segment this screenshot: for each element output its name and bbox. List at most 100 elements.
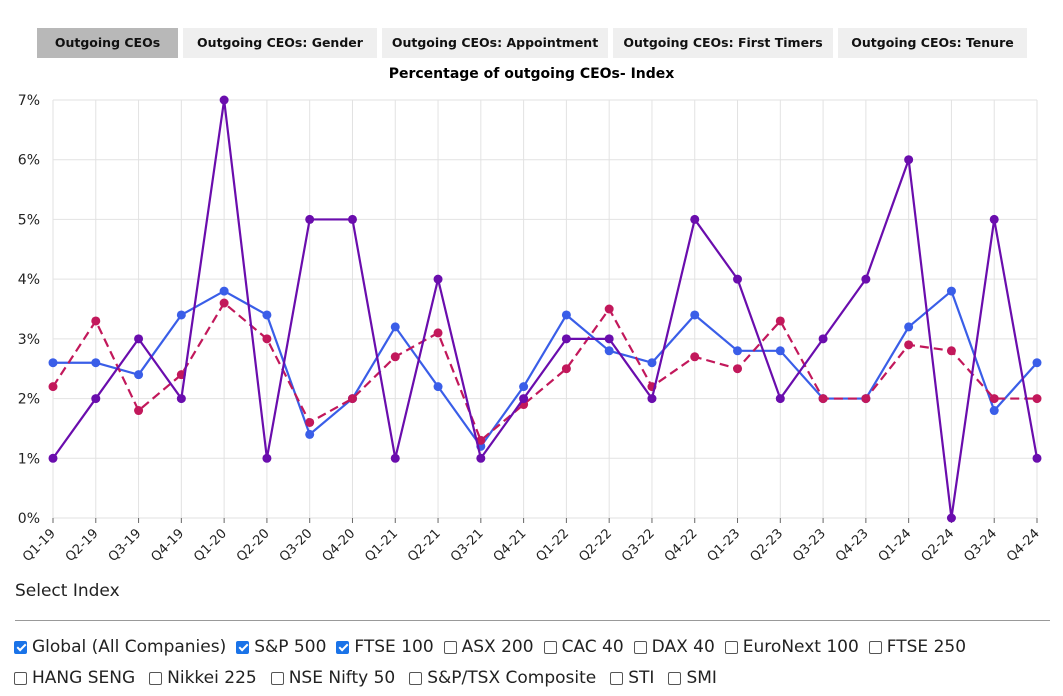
tab-outgoing-ceos-tenure[interactable]: Outgoing CEOs: Tenure <box>838 28 1027 58</box>
option-nse-nifty50[interactable]: NSE Nifty 50 <box>270 668 396 688</box>
option-sti[interactable]: STI <box>610 668 654 688</box>
checkbox[interactable] <box>610 671 624 685</box>
series-1-point <box>647 358 657 368</box>
series-2-point <box>733 364 743 374</box>
option-label: NSE Nifty 50 <box>288 668 396 688</box>
x-tick-label: Q2-21 <box>405 526 444 565</box>
option-label: HANG SENG <box>32 668 136 688</box>
series-2-point <box>604 304 614 314</box>
checkbox[interactable] <box>409 671 423 685</box>
checkbox[interactable] <box>336 640 350 654</box>
option-label: DAX 40 <box>651 637 715 657</box>
checkbox[interactable] <box>14 640 27 654</box>
checkbox[interactable] <box>868 640 882 654</box>
index-options-row-1: Global (All Companies) S&P 500 FTSE 100 … <box>14 635 966 659</box>
series-2-point <box>48 382 58 392</box>
option-label: ASX 200 <box>461 637 534 657</box>
series-2-point <box>390 352 400 362</box>
line-chart: 0%1%2%3%4%5%6%7%Q1-19 Q2-19 Q3-19 Q4-19 Q1-2… <box>18 93 1043 565</box>
series-2-point <box>219 298 229 308</box>
checkbox[interactable] <box>668 671 682 685</box>
x-tick-label: Q3-19 <box>106 526 145 565</box>
checkbox[interactable] <box>270 671 284 685</box>
tab-outgoing-ceos-gender[interactable]: Outgoing CEOs: Gender <box>183 28 377 58</box>
series-2-point <box>1032 394 1042 404</box>
option-ftse250[interactable]: FTSE 250 <box>868 637 967 657</box>
series-3-point <box>134 334 144 344</box>
series-2-point <box>775 316 785 326</box>
x-tick-label: Q4-20 <box>320 526 359 565</box>
checkbox[interactable] <box>633 640 647 654</box>
series-1-point <box>989 406 999 416</box>
option-label: Global (All Companies) <box>32 637 227 657</box>
y-tick-label: 0% <box>18 511 40 527</box>
option-label: CAC 40 <box>561 637 624 657</box>
series-1-point <box>604 346 614 356</box>
option-sp-tsx-composite[interactable]: S&P/TSX Composite <box>409 668 596 688</box>
series-3-point <box>818 334 828 344</box>
series-3-point <box>861 274 871 284</box>
checkbox[interactable] <box>236 640 250 654</box>
series-3-point <box>48 453 58 463</box>
checkbox[interactable] <box>443 640 457 654</box>
option-global[interactable]: Global (All Companies) <box>14 637 226 657</box>
x-tick-label: Q3-22 <box>619 526 658 565</box>
series-1-point <box>48 358 58 368</box>
x-tick-label: Q2-19 <box>63 526 102 565</box>
option-smi[interactable]: SMI <box>668 668 717 688</box>
tab-bar: Outgoing CEOs Outgoing CEOs: Gender Outg… <box>37 28 1027 58</box>
option-label: S&P 500 <box>254 637 327 657</box>
divider <box>15 620 1050 621</box>
series-3-point <box>176 394 186 404</box>
option-cac40[interactable]: CAC 40 <box>543 637 624 657</box>
series-1-point <box>390 322 400 332</box>
series-3-point <box>690 214 700 224</box>
tab-outgoing-ceos-first-timers[interactable]: Outgoing CEOs: First Timers <box>613 28 833 58</box>
option-dax40[interactable]: DAX 40 <box>633 637 715 657</box>
option-euronext100[interactable]: EuroNext 100 <box>724 637 859 657</box>
y-tick-label: 6% <box>18 153 40 169</box>
option-label: SMI <box>686 668 717 688</box>
x-tick-label: Q3-20 <box>277 526 316 565</box>
series-3-point <box>904 155 914 165</box>
select-index-label: Select Index <box>15 581 120 601</box>
option-hang-seng[interactable]: HANG SENG <box>14 668 135 688</box>
x-tick-label: Q4-21 <box>491 526 530 565</box>
tab-outgoing-ceos[interactable]: Outgoing CEOs <box>37 28 178 58</box>
option-label: EuroNext 100 <box>742 637 859 657</box>
series-2-point <box>861 394 871 404</box>
series-2-point <box>305 417 315 427</box>
series-1-point <box>134 370 144 380</box>
y-tick-label: 3% <box>18 332 40 348</box>
option-ftse100[interactable]: FTSE 100 <box>336 637 434 657</box>
x-tick-label: Q2-23 <box>747 526 786 565</box>
series-3-point <box>219 95 229 105</box>
x-tick-label: Q1-23 <box>705 526 744 565</box>
y-tick-label: 4% <box>18 272 40 288</box>
series-2-point <box>91 316 101 326</box>
tab-outgoing-ceos-appointment[interactable]: Outgoing CEOs: Appointment <box>382 28 608 58</box>
x-tick-label: Q3-23 <box>790 526 829 565</box>
option-sp500[interactable]: S&P 500 <box>236 637 326 657</box>
option-label: FTSE 250 <box>886 637 967 657</box>
x-tick-label: Q1-19 <box>20 526 59 565</box>
series-2-point <box>946 346 956 356</box>
series-3-point <box>946 513 956 523</box>
series-1-point <box>519 382 529 392</box>
series-1-point <box>561 310 571 320</box>
checkbox[interactable] <box>149 671 163 685</box>
checkbox[interactable] <box>14 671 27 685</box>
checkbox[interactable] <box>543 640 557 654</box>
checkbox[interactable] <box>724 640 738 654</box>
series-3-point <box>733 274 743 284</box>
option-nikkei225[interactable]: Nikkei 225 <box>149 668 257 688</box>
series-2-point <box>818 394 828 404</box>
series-3-point <box>305 214 315 224</box>
series-3-point <box>262 453 272 463</box>
series-1-point <box>946 286 956 296</box>
y-tick-label: 7% <box>18 93 40 109</box>
option-asx200[interactable]: ASX 200 <box>443 637 534 657</box>
x-tick-label: Q1-20 <box>191 526 230 565</box>
series-1-point <box>1032 358 1042 368</box>
series-2-point <box>989 394 999 404</box>
